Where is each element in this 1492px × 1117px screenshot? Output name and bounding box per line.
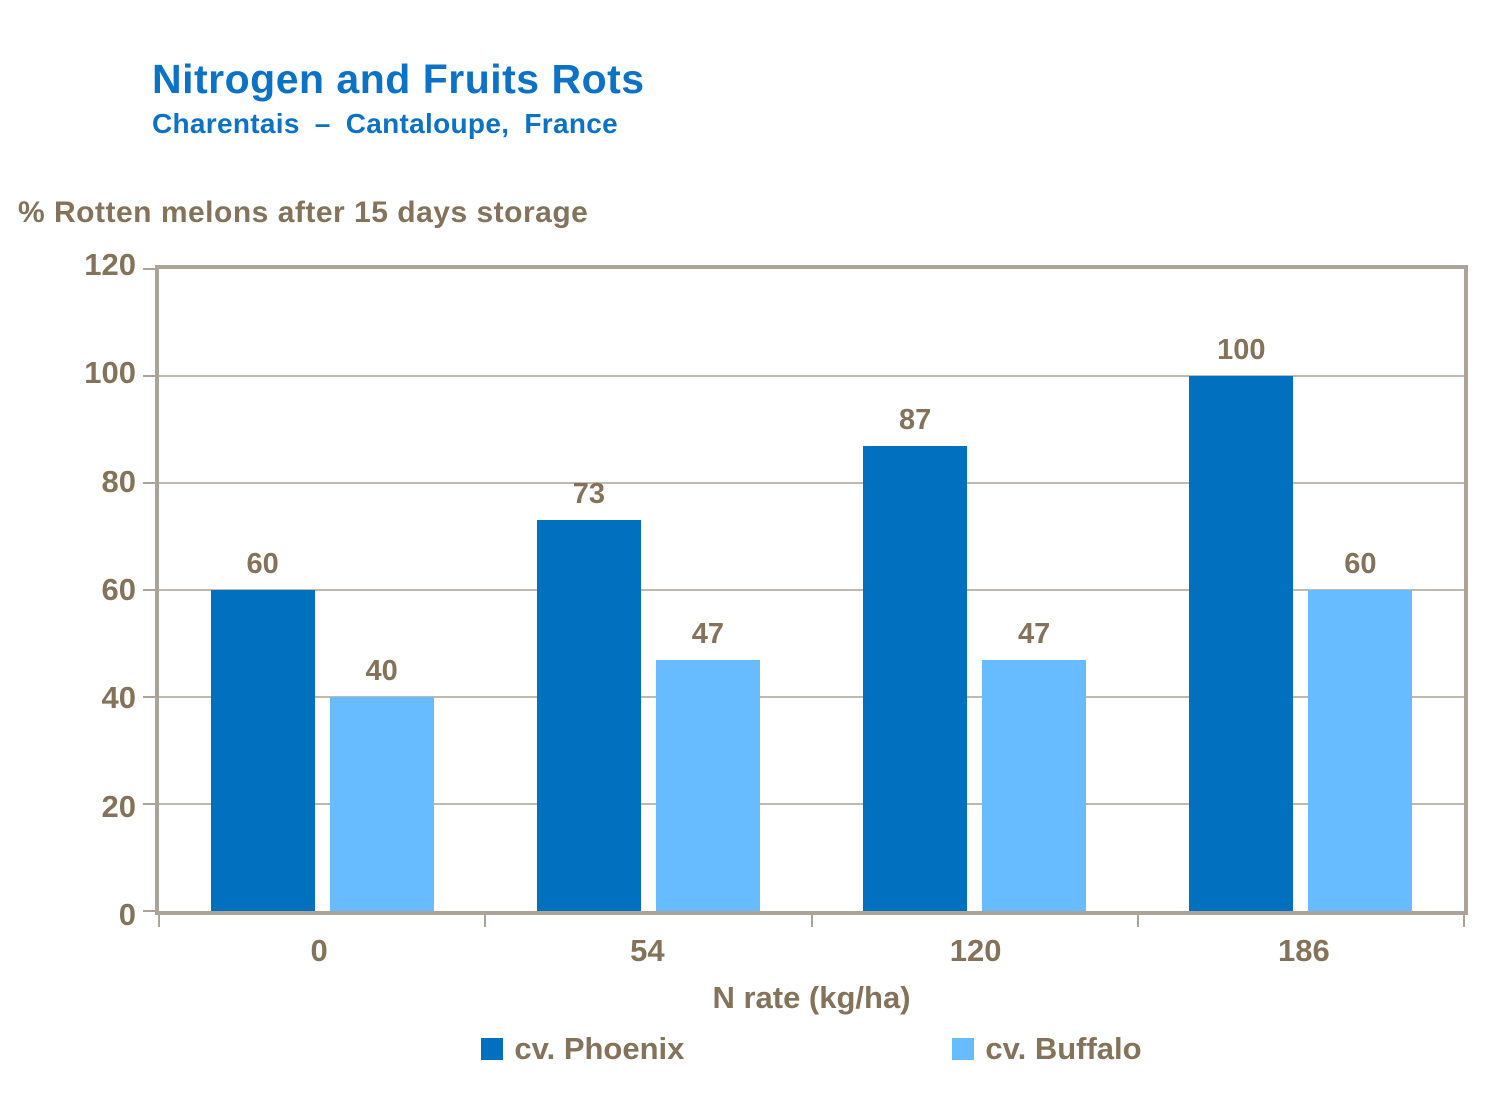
y-axis-tick-100 bbox=[143, 375, 155, 377]
bar-column-cv-buffalo-54: 47 bbox=[655, 269, 760, 911]
data-label-cv-buffalo-186: 60 bbox=[1344, 548, 1377, 580]
bar-column-cv-phoenix-54: 73 bbox=[536, 269, 641, 911]
y-axis-tick-120 bbox=[143, 268, 155, 270]
legend-item-cv-phoenix: cv. Phoenix bbox=[481, 1031, 684, 1067]
gridline-40 bbox=[159, 696, 1464, 698]
bar-column-cv-phoenix-120: 87 bbox=[863, 269, 968, 911]
y-axis-tick-40 bbox=[143, 696, 155, 698]
bar-cv-phoenix-120 bbox=[863, 445, 968, 911]
bar-cv-buffalo-0 bbox=[329, 697, 434, 911]
y-axis-tick-label-60: 60 bbox=[101, 572, 136, 607]
legend-swatch-cv-buffalo bbox=[952, 1038, 975, 1060]
bar-groups: 60 40 73 47 87 47 100 60 bbox=[159, 269, 1464, 911]
gridline-60 bbox=[159, 589, 1464, 591]
data-label-cv-phoenix-0: 60 bbox=[246, 548, 279, 580]
y-axis-tick-80 bbox=[143, 482, 155, 484]
data-label-cv-buffalo-120: 47 bbox=[1017, 617, 1051, 650]
y-axis-tick-20 bbox=[143, 803, 155, 805]
bar-column-cv-buffalo-120: 47 bbox=[982, 269, 1087, 911]
legend-label-cv-buffalo: cv. Buffalo bbox=[985, 1031, 1142, 1066]
bar-column-cv-phoenix-186: 100 bbox=[1189, 269, 1294, 911]
plot-area: 60 40 73 47 87 47 100 60 bbox=[143, 265, 1468, 927]
legend-swatch-cv-phoenix bbox=[481, 1038, 504, 1060]
x-axis-tick-1 bbox=[484, 911, 487, 927]
gridline-20 bbox=[159, 803, 1464, 805]
bar-column-cv-buffalo-186: 60 bbox=[1308, 269, 1413, 911]
bar-cv-buffalo-120 bbox=[982, 659, 1087, 911]
x-axis-tick-3 bbox=[1136, 911, 1139, 927]
y-axis-tick-label-20: 20 bbox=[101, 788, 136, 824]
data-label-cv-phoenix-120: 87 bbox=[898, 403, 932, 436]
legend-label-cv-phoenix: cv. Phoenix bbox=[514, 1031, 685, 1066]
chart-header: Nitrogen and Fruits Rots Charentais – Ca… bbox=[152, 56, 645, 140]
bar-group-186: 100 60 bbox=[1138, 269, 1464, 911]
bar-cv-buffalo-54 bbox=[655, 659, 760, 911]
y-axis-title: % Rotten melons after 15 days storage bbox=[18, 196, 589, 229]
gridline-100 bbox=[159, 375, 1464, 377]
x-axis-tick-label-0: 0 bbox=[310, 933, 328, 968]
bar-cv-phoenix-0 bbox=[210, 590, 315, 911]
y-axis-tick-label-100: 100 bbox=[84, 355, 136, 391]
data-label-cv-phoenix-186: 100 bbox=[1217, 334, 1266, 366]
chart-title: Nitrogen and Fruits Rots bbox=[152, 56, 645, 102]
legend-item-cv-buffalo: cv. Buffalo bbox=[952, 1031, 1142, 1067]
y-axis-labels: 0 20 40 60 80 100 120 bbox=[0, 247, 136, 932]
data-label-cv-buffalo-0: 40 bbox=[365, 655, 398, 687]
x-axis-title: N rate (kg/ha) bbox=[712, 980, 911, 1015]
data-label-cv-phoenix-54: 73 bbox=[572, 478, 605, 511]
bar-group-0: 60 40 bbox=[159, 269, 485, 911]
y-axis-tick-60 bbox=[143, 589, 155, 591]
data-label-cv-buffalo-54: 47 bbox=[691, 617, 724, 650]
y-axis-tick-label-80: 80 bbox=[101, 463, 136, 499]
y-axis-tick-0 bbox=[143, 910, 155, 912]
bar-column-cv-phoenix-0: 60 bbox=[210, 269, 315, 911]
bar-cv-phoenix-186 bbox=[1189, 376, 1294, 911]
bar-group-120: 87 47 bbox=[812, 269, 1138, 911]
y-axis-tick-label-120: 120 bbox=[84, 247, 136, 282]
bar-cv-phoenix-54 bbox=[536, 520, 641, 911]
x-axis-tick-2 bbox=[810, 911, 813, 927]
y-axis-tick-label-40: 40 bbox=[101, 680, 136, 716]
bar-cv-buffalo-186 bbox=[1308, 590, 1413, 911]
x-axis-labels: 0 54 120 186 bbox=[155, 933, 1468, 969]
x-axis-tick-label-54: 54 bbox=[630, 933, 665, 968]
x-axis-tick-4 bbox=[1463, 911, 1465, 927]
bar-group-54: 73 47 bbox=[485, 269, 811, 911]
x-axis-tick-label-120: 120 bbox=[949, 933, 1002, 968]
chart-subtitle: Charentais – Cantaloupe, France bbox=[152, 108, 618, 140]
gridline-80 bbox=[159, 482, 1464, 484]
x-axis-tick-0 bbox=[158, 911, 160, 927]
x-axis-tick-label-186: 186 bbox=[1278, 933, 1330, 968]
y-axis-tick-label-0: 0 bbox=[118, 897, 136, 932]
bar-column-cv-buffalo-0: 40 bbox=[329, 269, 434, 911]
legend: cv. Phoenix cv. Buffalo bbox=[155, 1031, 1468, 1067]
